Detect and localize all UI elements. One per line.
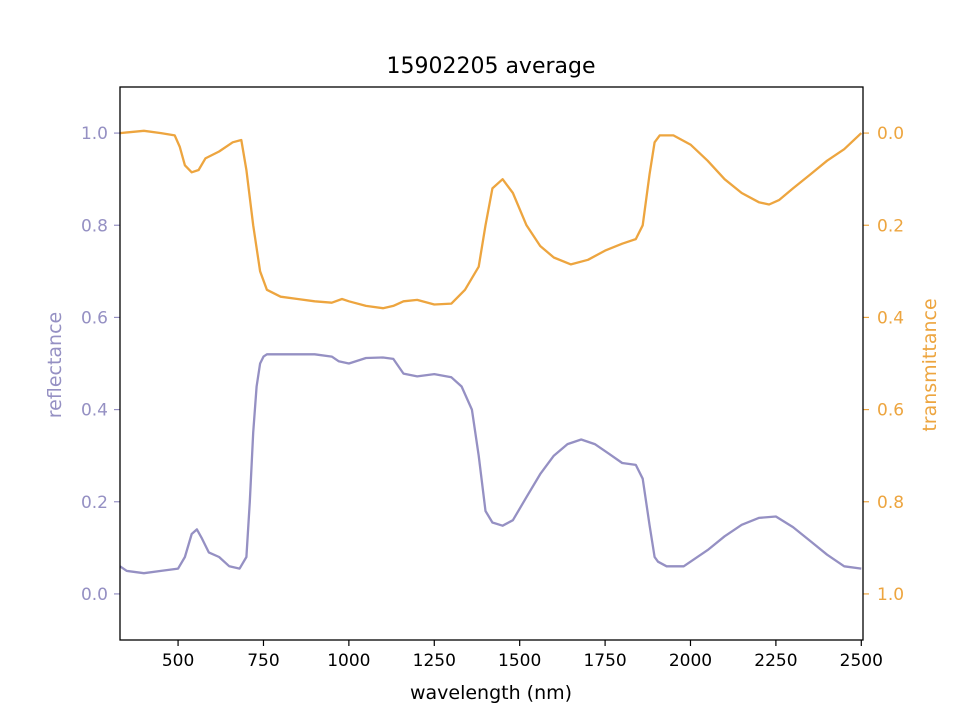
- y-right-tick-label: 0.8: [877, 493, 904, 513]
- x-axis-label: wavelength (nm): [410, 682, 572, 704]
- transmittance-line: [119, 129, 863, 310]
- x-tick-label: 2000: [669, 651, 712, 671]
- x-tick-label: 1750: [583, 651, 626, 671]
- y-axis-label-right: transmittance: [919, 298, 941, 431]
- y-right-tick-label: 1.0: [877, 585, 904, 605]
- x-tick-label: 500: [162, 651, 194, 671]
- chart-title: 15902205 average: [386, 54, 595, 79]
- x-tick-label: 2500: [840, 651, 883, 671]
- y-left-tick-label: 0.4: [81, 401, 108, 421]
- x-tick-label: 1500: [498, 651, 541, 671]
- x-tick-label: 1000: [327, 651, 370, 671]
- x-tick-label: 1250: [413, 651, 456, 671]
- y-right-tick-label: 0.2: [877, 216, 904, 236]
- plot-frame: [119, 86, 864, 641]
- y-right-tick-label: 0.4: [877, 308, 904, 328]
- y-left-tick-label: 0.6: [81, 308, 108, 328]
- reflectance-line: [119, 353, 862, 575]
- y-left-tick-label: 0.2: [81, 493, 108, 513]
- y-right-tick-label: 0.0: [877, 124, 904, 144]
- x-tick-label: 2250: [754, 651, 797, 671]
- y-axis-label-left: reflectance: [44, 312, 66, 418]
- x-tick-label: 750: [247, 651, 279, 671]
- y-left-tick-label: 0.8: [81, 216, 108, 236]
- y-left-tick-label: 0.0: [81, 585, 108, 605]
- plot-area: [119, 129, 863, 575]
- y-right-tick-label: 0.6: [877, 401, 904, 421]
- y-left-tick-label: 1.0: [81, 124, 108, 144]
- axes-layer: 500 750 1000 1250 1500 1750 2000 2250 2500 0.0 0.2…: [81, 124, 904, 671]
